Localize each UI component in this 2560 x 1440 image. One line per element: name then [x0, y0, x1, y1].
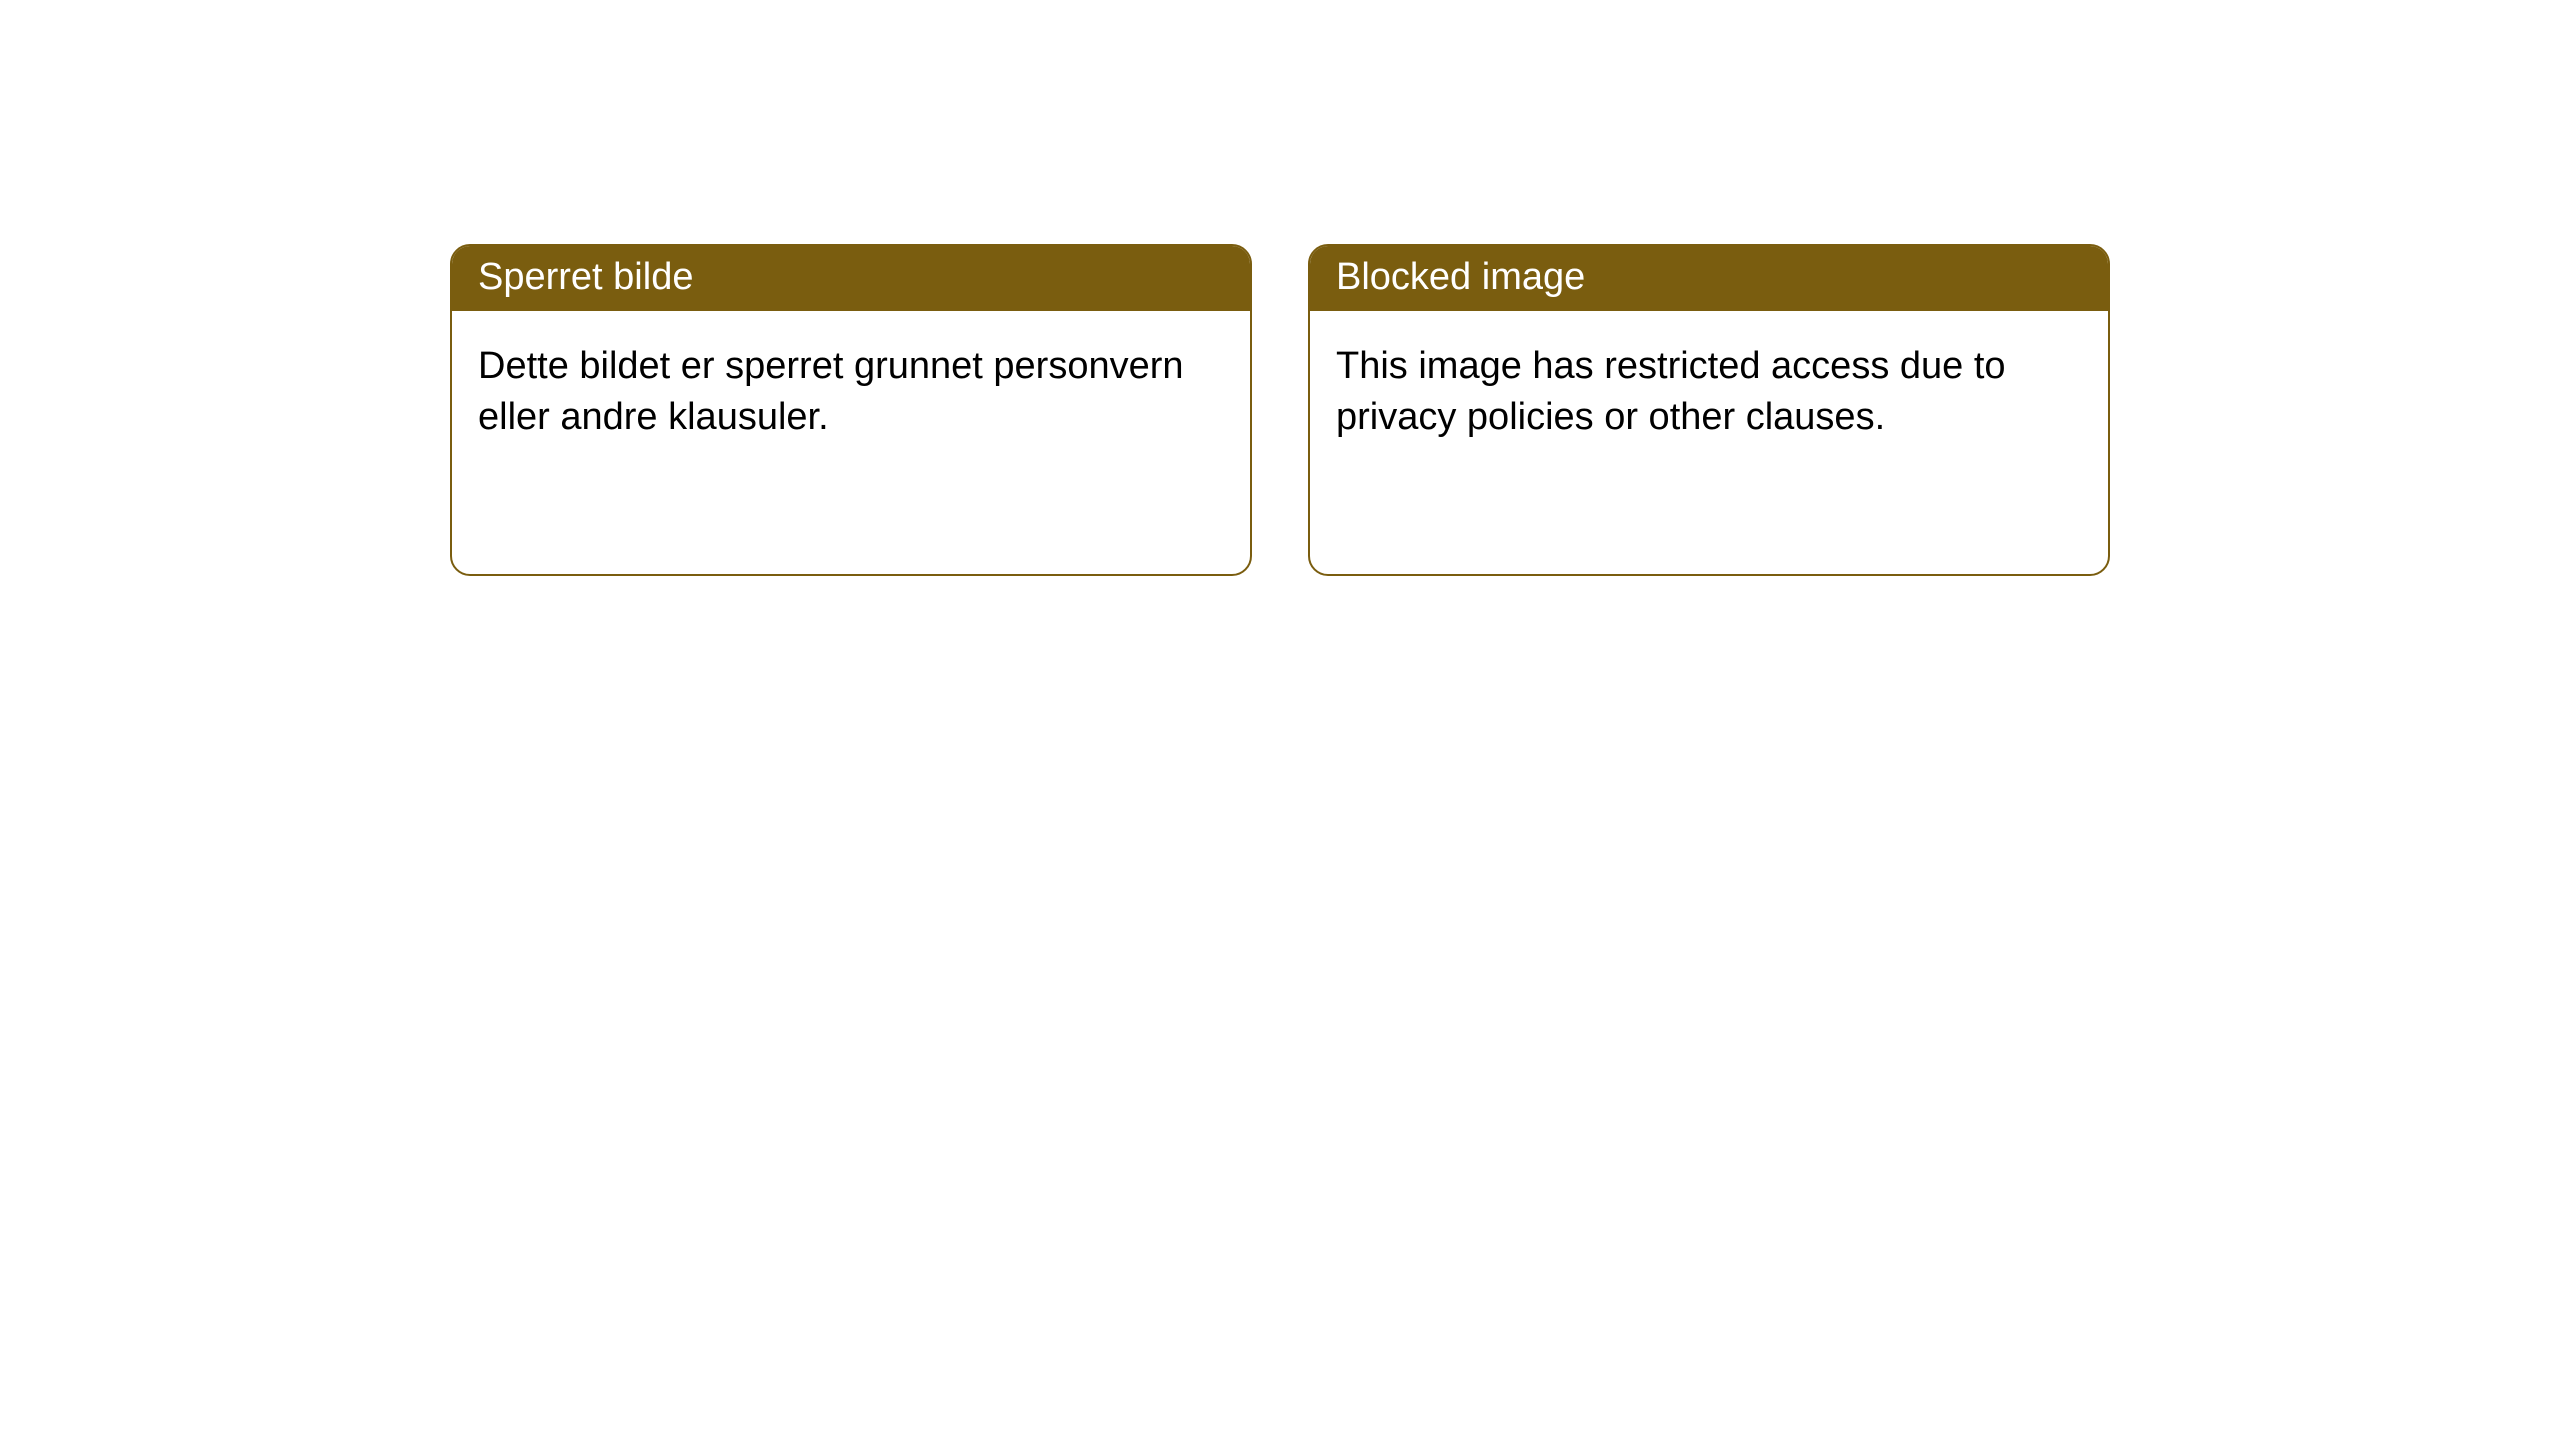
- notice-card-norwegian: Sperret bilde Dette bildet er sperret gr…: [450, 244, 1252, 576]
- notice-title: Blocked image: [1310, 246, 2108, 311]
- notice-title: Sperret bilde: [452, 246, 1250, 311]
- notice-card-english: Blocked image This image has restricted …: [1308, 244, 2110, 576]
- notice-body: This image has restricted access due to …: [1310, 311, 2108, 474]
- notice-container: Sperret bilde Dette bildet er sperret gr…: [0, 0, 2560, 576]
- notice-body: Dette bildet er sperret grunnet personve…: [452, 311, 1250, 474]
